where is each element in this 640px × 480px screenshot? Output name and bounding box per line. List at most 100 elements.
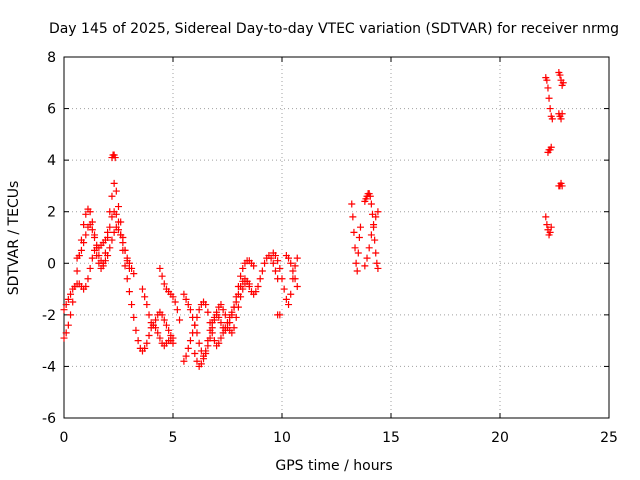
- data-point: [556, 71, 564, 79]
- y-tick-label: -2: [42, 308, 56, 324]
- axis-ticks: 0 5 10 15 20 25 -6 -4 -2 0 2 4 6 8: [42, 50, 618, 446]
- data-point: [123, 254, 131, 262]
- data-point: [160, 280, 168, 288]
- data-point: [82, 231, 90, 239]
- data-point: [60, 334, 68, 342]
- data-point: [557, 115, 565, 123]
- data-point: [250, 262, 258, 270]
- data-point: [269, 259, 277, 267]
- data-point: [189, 313, 197, 321]
- data-point: [237, 272, 245, 280]
- data-point: [115, 203, 122, 211]
- data-point: [128, 264, 136, 272]
- data-point: [117, 231, 125, 239]
- data-point: [88, 226, 96, 234]
- data-point: [543, 76, 551, 84]
- data-point: [546, 228, 554, 236]
- series-trace-e: [156, 264, 184, 324]
- data-point: [367, 231, 375, 239]
- data-point: [169, 334, 177, 342]
- series-trace-t: [108, 151, 119, 162]
- data-point: [206, 334, 214, 342]
- data-point: [152, 316, 160, 324]
- data-point: [348, 200, 356, 208]
- data-point: [69, 298, 77, 306]
- series-trace-c: [73, 221, 138, 278]
- data-point: [349, 213, 357, 221]
- data-point: [366, 192, 374, 200]
- data-point: [217, 301, 225, 309]
- data-point: [234, 282, 242, 290]
- data-point: [547, 223, 555, 231]
- data-point: [239, 285, 247, 293]
- data-point: [180, 290, 188, 298]
- data-point: [200, 355, 208, 363]
- data-point: [86, 221, 94, 229]
- series-trace-l: [361, 190, 382, 272]
- data-point: [84, 275, 92, 283]
- data-point: [184, 301, 192, 309]
- data-point: [132, 326, 140, 334]
- data-point: [110, 228, 118, 236]
- data-point: [352, 259, 360, 267]
- y-tick-label: 4: [47, 153, 56, 169]
- data-point: [138, 285, 146, 293]
- data-point: [285, 254, 293, 262]
- data-point: [221, 311, 229, 319]
- data-point: [545, 94, 553, 102]
- data-point: [363, 254, 371, 262]
- data-point: [370, 221, 378, 229]
- data-point: [186, 306, 194, 314]
- data-point: [123, 275, 131, 283]
- data-point: [267, 254, 275, 262]
- data-point: [285, 301, 293, 309]
- data-point: [204, 342, 212, 350]
- y-tick-label: 6: [47, 102, 56, 118]
- data-point: [543, 221, 551, 229]
- series-trace-i: [269, 249, 301, 309]
- data-point: [367, 200, 375, 208]
- data-point: [280, 285, 288, 293]
- data-point: [548, 115, 556, 123]
- series-trace-k: [348, 200, 364, 275]
- data-point: [252, 288, 260, 296]
- data-point: [176, 316, 184, 324]
- series-trace-d: [138, 285, 177, 342]
- data-point: [64, 295, 72, 303]
- data-point: [293, 282, 301, 290]
- data-point: [256, 275, 264, 283]
- data-point: [261, 259, 269, 267]
- data-point: [371, 236, 379, 244]
- x-tick-label: 15: [382, 430, 400, 446]
- data-point: [291, 262, 299, 270]
- data-point: [171, 298, 179, 306]
- data-point: [361, 262, 369, 270]
- series-trace-o: [544, 143, 555, 156]
- x-tick-label: 10: [273, 430, 291, 446]
- data-point: [232, 313, 240, 321]
- data-point: [158, 272, 166, 280]
- data-point: [202, 350, 210, 358]
- data-point: [95, 252, 103, 260]
- data-point: [108, 213, 116, 221]
- data-point: [353, 267, 361, 275]
- y-tick-label: -4: [42, 359, 56, 375]
- data-point: [182, 352, 190, 360]
- series-trace-r: [555, 110, 566, 123]
- data-point: [558, 182, 566, 190]
- data-point: [374, 208, 382, 216]
- data-point: [80, 239, 88, 247]
- data-point: [276, 311, 284, 319]
- data-point: [75, 252, 83, 260]
- data-point: [228, 311, 236, 319]
- data-point: [67, 311, 75, 319]
- data-point: [278, 275, 286, 283]
- series-trace-m: [361, 208, 382, 270]
- data-point: [156, 264, 164, 272]
- data-point: [180, 357, 188, 365]
- data-point: [373, 259, 381, 267]
- series-trace-n: [542, 74, 556, 123]
- data-point: [106, 208, 114, 216]
- data-point: [108, 192, 116, 200]
